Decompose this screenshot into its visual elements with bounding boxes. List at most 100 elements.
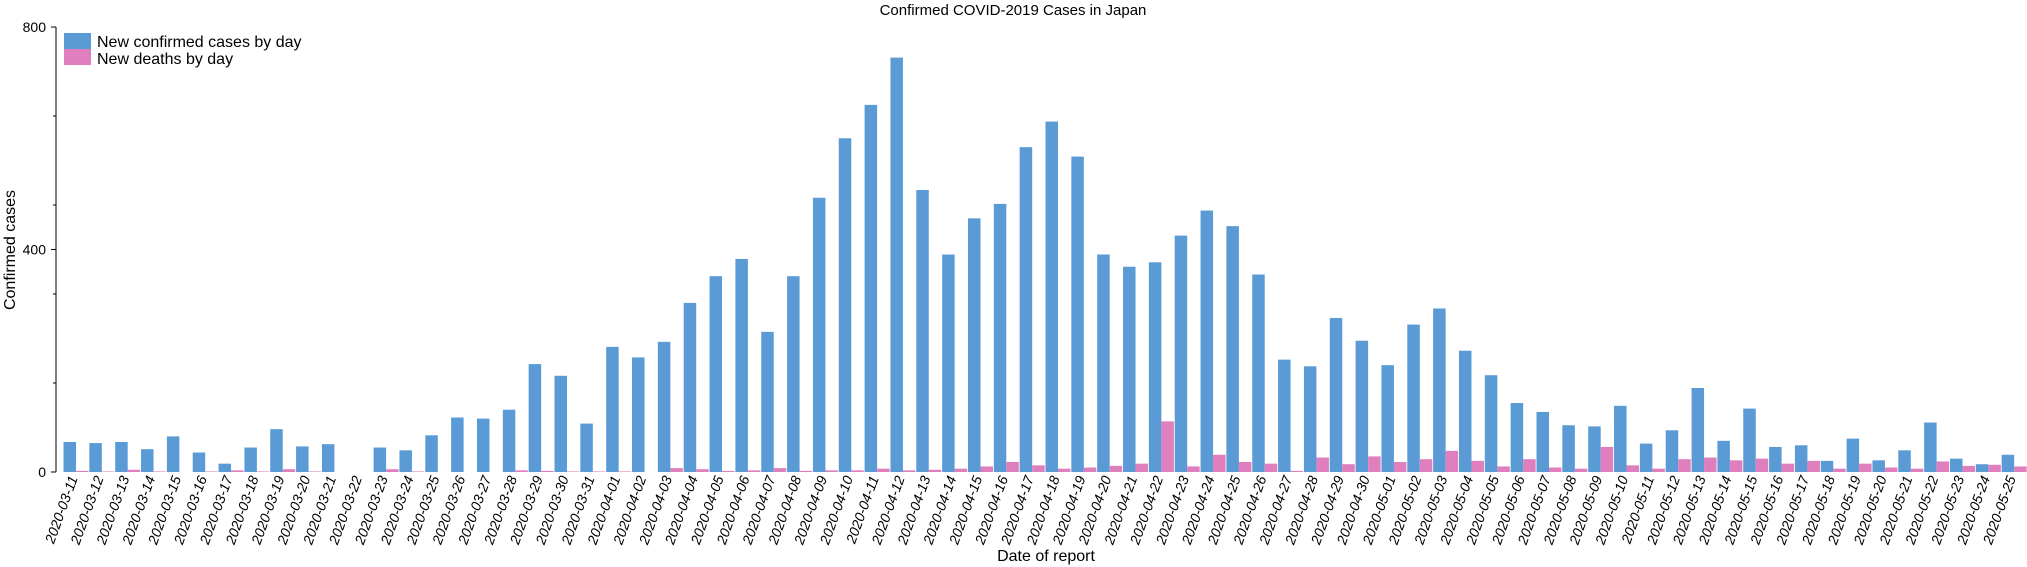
death-bar	[928, 469, 942, 472]
y-axis: 0 400 800	[23, 19, 57, 480]
death-bar	[1574, 468, 1588, 472]
case-bar	[1019, 147, 1033, 472]
case-bar	[63, 441, 76, 472]
case-bar	[1045, 121, 1058, 472]
death-bar	[1729, 460, 1743, 472]
case-bar	[373, 447, 387, 472]
case-bar	[218, 463, 232, 472]
death-bar	[1781, 463, 1795, 472]
case-bar	[606, 346, 619, 472]
death-bar	[696, 469, 709, 472]
legend-label-cases: New confirmed cases by day	[97, 34, 302, 51]
death-bar	[1807, 460, 1820, 472]
death-bar	[954, 468, 968, 472]
death-bar	[1523, 459, 1536, 472]
death-bar	[747, 470, 761, 472]
death-bar	[1032, 465, 1045, 472]
death-bar	[1910, 468, 1924, 472]
death-bar	[592, 471, 606, 472]
death-bar	[308, 471, 322, 472]
case-bar	[554, 375, 567, 472]
case-bar	[1665, 430, 1679, 472]
x-axis-label: Date of report	[997, 548, 1095, 565]
death-bar	[1678, 459, 1691, 472]
case-bar	[244, 447, 257, 472]
death-bar	[1368, 456, 1381, 472]
death-bar	[1213, 454, 1226, 472]
case-bar	[1717, 440, 1730, 472]
case-bar	[166, 436, 180, 472]
chart-title: Confirmed COVID-2019 Cases in Japan	[880, 2, 1147, 19]
case-bar	[1743, 408, 1756, 472]
case-bar	[399, 450, 412, 472]
case-bar	[1975, 464, 1989, 472]
case-bar	[1458, 350, 1472, 472]
bars-group	[63, 57, 2027, 473]
case-bar	[761, 331, 774, 472]
death-bar	[1755, 458, 1769, 472]
death-bar	[851, 470, 864, 472]
case-bar	[657, 341, 671, 472]
death-bar	[1135, 463, 1149, 472]
death-bar	[670, 468, 683, 472]
death-bar	[799, 470, 813, 472]
y-tick-label: 400	[23, 242, 47, 258]
case-bar	[683, 302, 697, 472]
case-bar	[1794, 445, 1808, 472]
case-bar	[1433, 308, 1446, 472]
death-bar	[1936, 461, 1950, 472]
case-bar	[1252, 274, 1265, 472]
case-bar	[735, 258, 748, 472]
case-bar	[1174, 235, 1188, 472]
case-bar	[942, 254, 955, 472]
case-bar	[1200, 210, 1214, 472]
case-bar	[1820, 460, 1834, 472]
death-bar	[1058, 468, 1071, 472]
case-bar	[89, 443, 102, 472]
death-bar	[877, 468, 890, 472]
death-bar	[1884, 467, 1898, 472]
death-bar	[1419, 459, 1433, 472]
death-bar	[231, 470, 244, 472]
case-bar	[1510, 403, 1524, 472]
case-bar	[1691, 388, 1705, 472]
case-bar	[528, 364, 542, 472]
case-bar	[502, 409, 516, 472]
case-bar	[1898, 450, 1911, 472]
legend-label-deaths: New deaths by day	[97, 51, 233, 68]
case-bar	[1071, 156, 1084, 472]
death-bar	[1988, 464, 2001, 472]
case-bar	[321, 444, 335, 472]
case-bar	[1278, 359, 1291, 472]
case-bar	[1329, 317, 1343, 472]
case-bar	[1846, 438, 1860, 472]
case-bar	[1484, 375, 1498, 472]
legend-swatch-deaths	[64, 49, 91, 65]
case-bar	[1381, 365, 1394, 472]
case-bar	[2001, 454, 2015, 472]
case-bar	[812, 197, 826, 473]
case-bar	[1872, 460, 1885, 472]
case-bar	[890, 57, 903, 472]
y-tick-label: 0	[38, 464, 46, 480]
case-bar	[1562, 425, 1575, 472]
case-bar	[1949, 458, 1963, 472]
death-bar	[1290, 470, 1304, 472]
case-bar	[787, 276, 800, 472]
case-bar	[1588, 426, 1601, 472]
case-bar	[1303, 366, 1317, 472]
death-bar	[980, 466, 993, 472]
death-bar	[1238, 461, 1252, 472]
legend-swatch-cases	[64, 33, 91, 49]
death-bar	[1652, 468, 1665, 472]
death-bar	[1962, 465, 1975, 472]
death-bar	[1471, 460, 1484, 472]
death-bar	[618, 471, 632, 472]
death-bar	[205, 471, 218, 472]
death-bar	[1393, 461, 1407, 472]
death-bar	[1704, 457, 1717, 472]
death-bar	[902, 470, 916, 472]
death-bar	[1006, 461, 1019, 472]
case-bar	[1924, 422, 1937, 472]
y-axis-label: Confirmed cases	[2, 190, 19, 310]
